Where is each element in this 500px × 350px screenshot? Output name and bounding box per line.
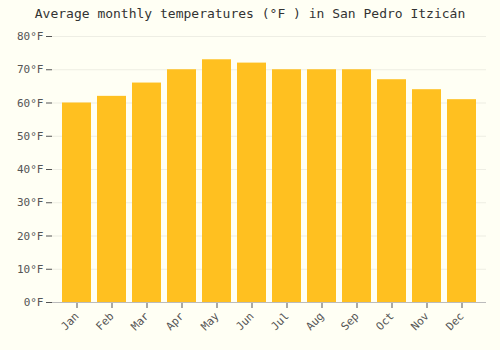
svg-text:30°F: 30°F: [17, 196, 44, 209]
svg-text:Nov: Nov: [408, 309, 432, 333]
svg-text:Mar: Mar: [128, 309, 152, 333]
svg-text:Feb: Feb: [93, 310, 116, 333]
svg-text:60°F: 60°F: [17, 97, 44, 110]
svg-text:70°F: 70°F: [17, 63, 44, 76]
svg-text:10°F: 10°F: [17, 263, 44, 276]
svg-text:80°F: 80°F: [17, 30, 44, 43]
svg-text:Dec: Dec: [443, 310, 466, 333]
svg-text:Jan: Jan: [58, 310, 81, 333]
svg-text:Aug: Aug: [303, 310, 326, 333]
svg-text:20°F: 20°F: [17, 230, 44, 243]
svg-text:Oct: Oct: [373, 310, 396, 333]
svg-text:0°F: 0°F: [24, 296, 44, 309]
html-text:Average monthly temperatures (: Average monthly temperatures (°F ) in Sa…: [34, 6, 466, 21]
svg-text:Jun: Jun: [233, 310, 256, 333]
svg-text:Jul: Jul: [268, 310, 291, 333]
svg-text:50°F: 50°F: [17, 130, 44, 143]
svg-text:40°F: 40°F: [17, 163, 44, 176]
svg-text:Apr: Apr: [163, 309, 187, 333]
svg-text:May: May: [198, 309, 222, 333]
svg-text:Sep: Sep: [338, 310, 361, 333]
